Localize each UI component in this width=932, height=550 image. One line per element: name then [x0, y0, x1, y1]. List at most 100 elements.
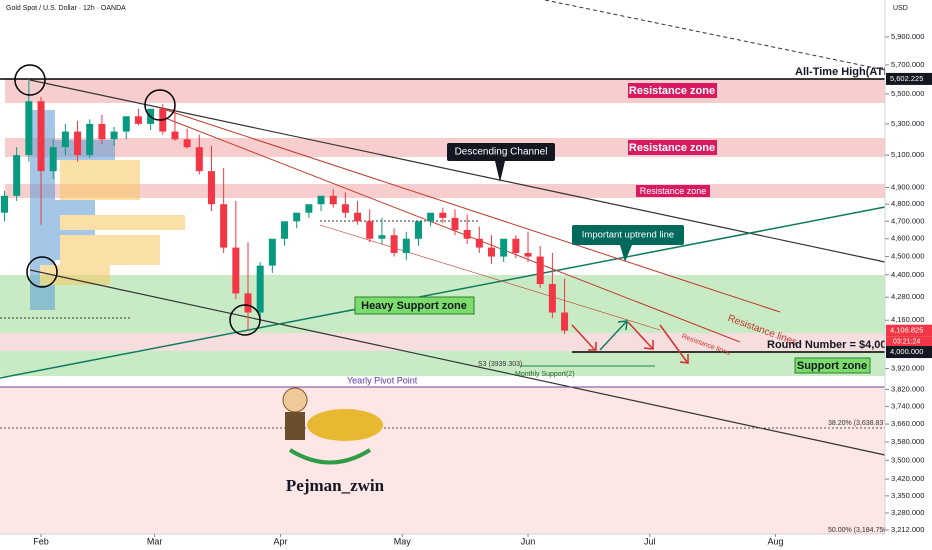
- candle-body: [451, 217, 459, 230]
- candle-body: [341, 204, 349, 213]
- candle-body: [281, 221, 289, 239]
- y-tick-label: 4,280.000: [891, 292, 924, 301]
- s3-label: S3 (3939.303): [478, 361, 522, 368]
- y-tick-label: 3,920.000: [891, 363, 924, 372]
- resistance-zone: [5, 79, 885, 103]
- countdown: 03:21:24: [893, 339, 920, 346]
- label-box: [628, 140, 717, 155]
- x-tick-label: Aug: [768, 536, 784, 546]
- y-tick-label: 4,500.000: [891, 252, 924, 261]
- zone: [0, 333, 885, 351]
- y-tick-label: 3,212.000: [891, 525, 924, 534]
- y-tick-label: 4,700.000: [891, 216, 924, 225]
- candle-body: [171, 131, 179, 140]
- label-box: [794, 357, 871, 374]
- candle-body: [49, 147, 57, 172]
- price-axis: [885, 0, 932, 550]
- uptrend-label: Important uptrend line: [582, 230, 674, 241]
- candle-body: [37, 101, 45, 172]
- y-tick-label: 5,500.000: [891, 89, 924, 98]
- label-box: [354, 296, 475, 315]
- y-tick-label: 4,900.000: [891, 183, 924, 192]
- x-tick-label: Mar: [147, 536, 163, 546]
- y-tick-label: 3,820.000: [891, 384, 924, 393]
- fib-label: 38.20% (3,638.837): [828, 420, 890, 427]
- fib-label: 50.00% (3,184.750): [828, 527, 890, 534]
- candle-body: [439, 212, 447, 218]
- label-box: [636, 185, 710, 197]
- candle-body: [378, 235, 386, 239]
- channel-label: Descending Channel: [455, 147, 548, 158]
- resistance-line: [159, 107, 781, 313]
- support-zone: [0, 351, 885, 376]
- y-tick-label: 4,600.000: [891, 234, 924, 243]
- y-tick-label: 3,660.000: [891, 419, 924, 428]
- round-number-label: Round Number = $4,000: [767, 339, 893, 351]
- candle-body: [366, 221, 374, 239]
- label-box: [628, 83, 717, 98]
- trend-line: [544, 0, 886, 71]
- candle-body: [86, 123, 94, 156]
- volume-profile: [30, 110, 185, 310]
- y-tick-label: 3,500.000: [891, 455, 924, 464]
- candle-body: [500, 238, 508, 257]
- candle-body: [463, 229, 471, 239]
- candle-body: [293, 212, 301, 222]
- currency: USD: [893, 5, 908, 12]
- candle-body: [475, 238, 483, 248]
- candle-body: [427, 212, 435, 222]
- callout-pointer: [495, 161, 505, 182]
- x-tick-label: May: [394, 536, 412, 546]
- channel-line: [29, 269, 886, 456]
- monthly-support-label: Monthly Support(2): [515, 371, 575, 378]
- candle-body: [98, 123, 106, 140]
- candle-body: [414, 221, 422, 239]
- candle-body: [122, 116, 130, 132]
- candle-body: [25, 101, 33, 156]
- candle-body: [1, 195, 9, 213]
- symbol: Gold Spot / U.S. Dollar · 12h · OANDA: [6, 5, 126, 12]
- candle-body: [268, 238, 276, 266]
- resistance-label: Resistance zone: [640, 186, 707, 196]
- y-tick-label: 5,700.000: [891, 60, 924, 69]
- candles: [1, 78, 569, 335]
- candle-body: [232, 247, 240, 294]
- y-tick-label: 3,580.000: [891, 437, 924, 446]
- y-tick-label: 3,280.000: [891, 508, 924, 517]
- support-label: Support zone: [797, 360, 867, 372]
- y-tick-label: 5,300.000: [891, 119, 924, 128]
- candle-body: [74, 131, 82, 156]
- y-tick-label: 4,160.000: [891, 315, 924, 324]
- candle-body: [536, 256, 544, 285]
- resistance-label: Resistance zone: [629, 85, 715, 97]
- countdown-box: [886, 336, 932, 347]
- x-tick-label: Apr: [274, 536, 288, 546]
- candle-body: [390, 235, 398, 253]
- candle-body: [61, 131, 69, 148]
- candle-body: [134, 116, 142, 124]
- candle-body: [305, 204, 313, 213]
- price-label-box: [886, 324, 932, 337]
- candle-body: [13, 155, 21, 196]
- resistance-label: Resistance zone: [629, 142, 715, 154]
- resistance-zone: [5, 138, 885, 157]
- resistance-line: [159, 115, 741, 343]
- y-tick-label: 3,420.000: [891, 474, 924, 483]
- candle-body: [207, 171, 215, 205]
- heavy-support-label: Heavy Support zone: [361, 300, 467, 312]
- candle-body: [524, 252, 532, 257]
- y-tick-label: 4,800.000: [891, 199, 924, 208]
- callout: [447, 143, 555, 161]
- candle-body: [317, 195, 325, 205]
- candle-body: [329, 195, 337, 205]
- price-label: 4,000.000: [890, 347, 923, 356]
- candle-body: [256, 265, 264, 313]
- price-label-box: [886, 346, 932, 359]
- candle-body: [354, 212, 362, 222]
- author: Pejman_zwin: [286, 476, 385, 495]
- x-tick-label: Jun: [521, 536, 536, 546]
- candle-body: [402, 238, 410, 253]
- candle-body: [488, 247, 496, 257]
- y-tick-label: 5,900.000: [891, 32, 924, 41]
